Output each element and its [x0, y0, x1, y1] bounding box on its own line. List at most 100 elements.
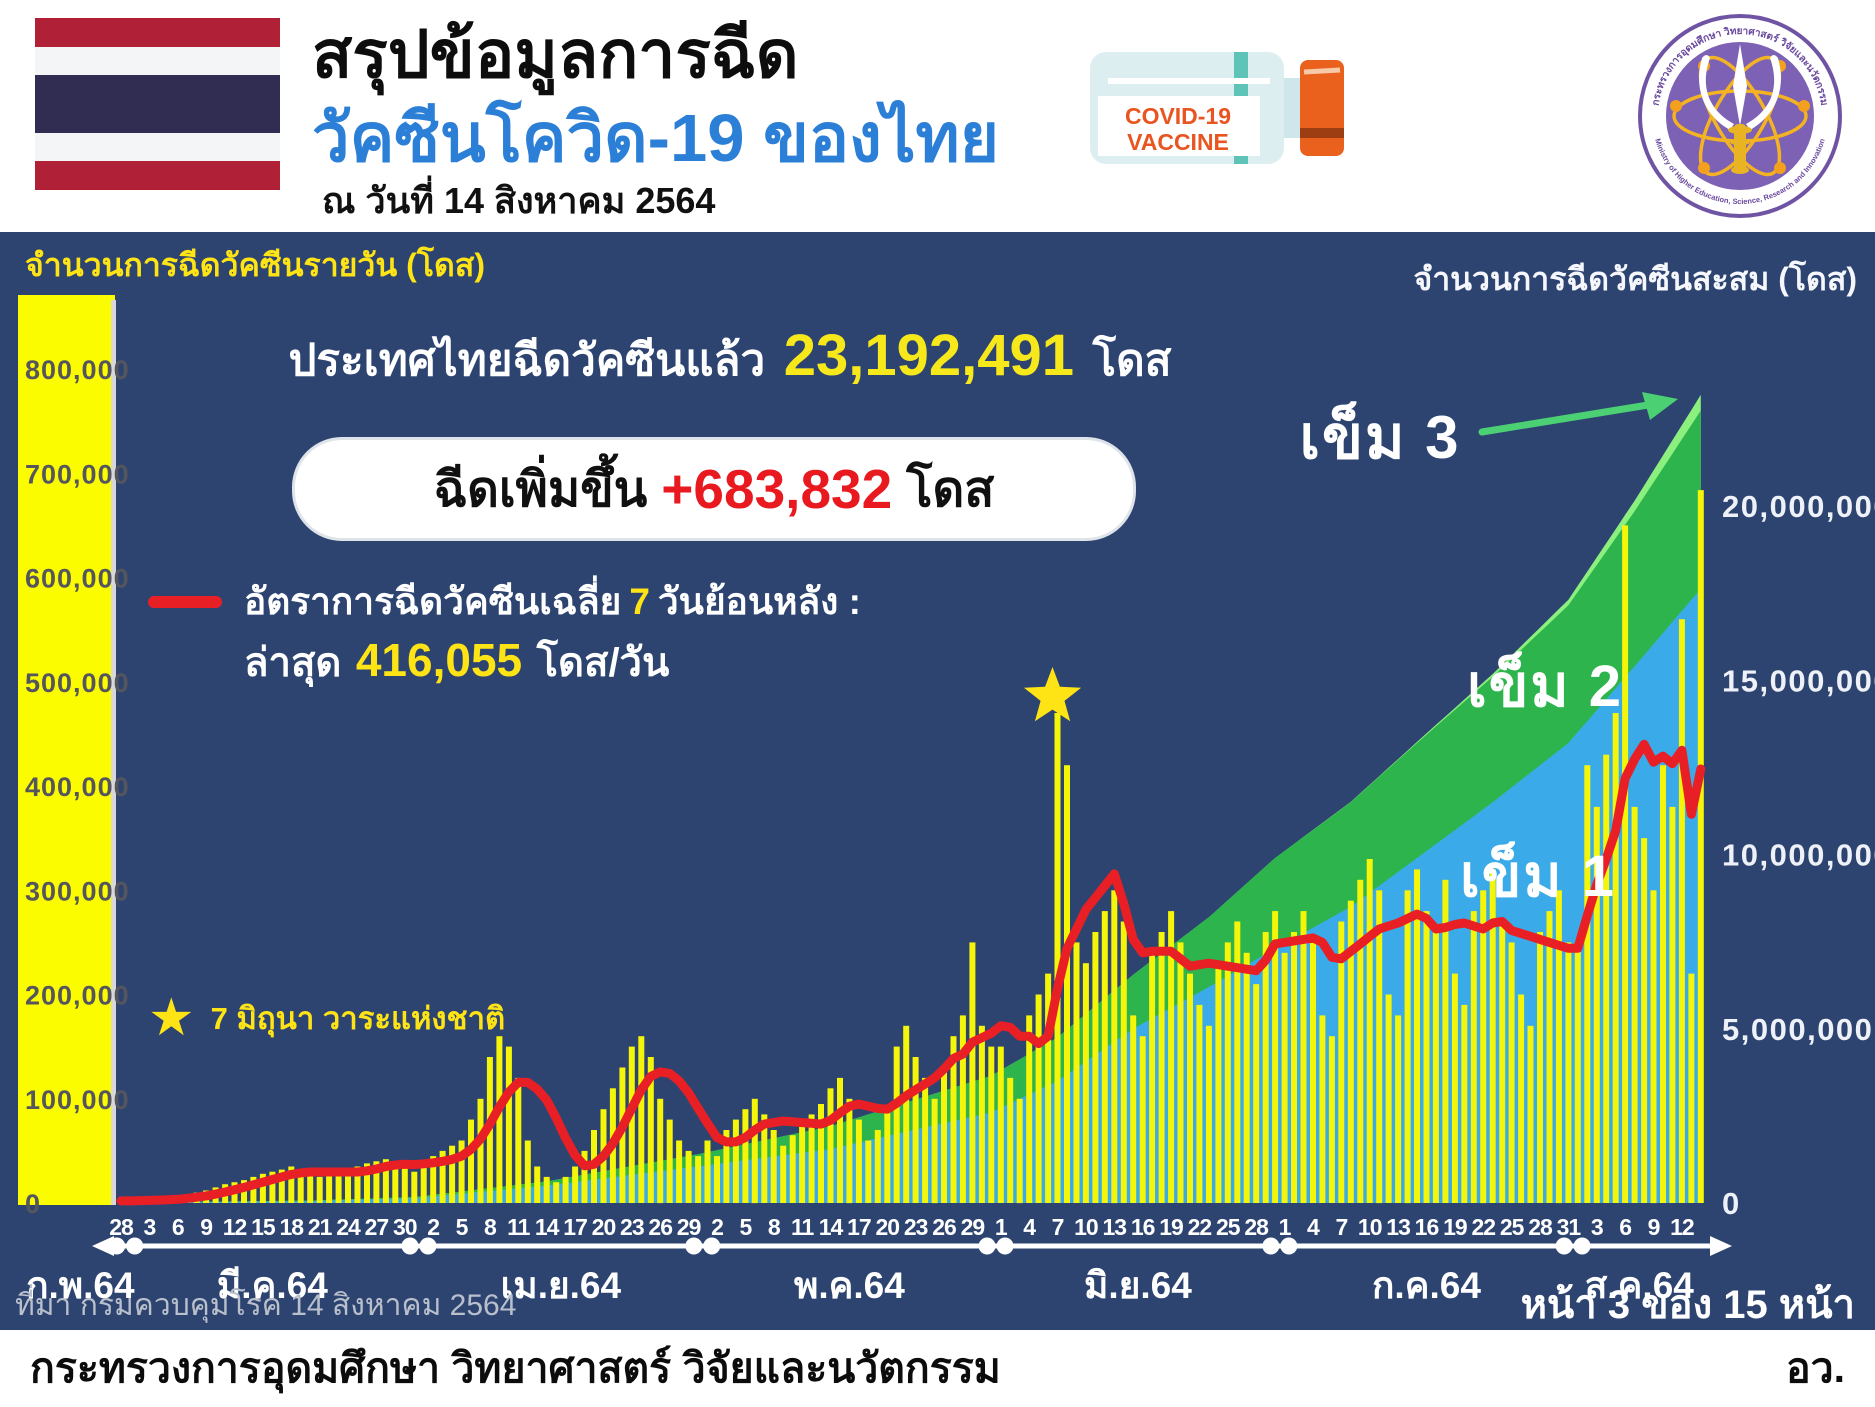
daily-bar [1518, 994, 1525, 1203]
daily-bar [837, 1077, 843, 1203]
x-tick-label: 9 [200, 1214, 212, 1240]
daily-bar [1196, 1004, 1203, 1203]
star-marker-icon [1024, 667, 1082, 722]
x-month-label: พ.ค.64 [794, 1265, 905, 1306]
daily-bar [269, 1171, 276, 1203]
x-tick-label: 23 [620, 1214, 644, 1240]
x-tick-label: 16 [1131, 1214, 1155, 1240]
avg-latest-value: 416,055 [355, 634, 523, 686]
daily-bar [1631, 806, 1638, 1203]
daily-bar [1149, 952, 1156, 1203]
daily-bar [1177, 942, 1184, 1203]
star-icon: ★ [148, 989, 195, 1047]
daily-bar [1082, 963, 1089, 1203]
x-tick-label: 5 [739, 1214, 752, 1240]
daily-bar [1442, 879, 1449, 1203]
left-axis-tick: 100,000 [25, 1085, 130, 1115]
daily-bar [1347, 900, 1354, 1203]
daily-bar [1432, 932, 1439, 1203]
dose3-arrow [1478, 401, 1652, 436]
daily-bar [1366, 859, 1373, 1203]
x-tick-label: 16 [1415, 1214, 1439, 1240]
daily-bar [780, 1145, 787, 1203]
daily-bar [676, 1140, 683, 1203]
x-tick-label: 6 [1619, 1214, 1631, 1240]
daily-bar [477, 1098, 484, 1204]
month-boundary-dot [996, 1237, 1014, 1255]
daily-bar [997, 1046, 1004, 1203]
daily-bar [1139, 1036, 1146, 1203]
x-tick-label: 15 [251, 1214, 276, 1240]
daily-bar [1508, 942, 1515, 1203]
daily-bar [449, 1145, 456, 1203]
daily-bar [496, 1036, 503, 1203]
daily-bar [562, 1176, 569, 1203]
daily-bar [704, 1140, 711, 1203]
month-boundary-dot [126, 1237, 144, 1255]
ministry-logo-icon: กระทรวงการอุดมศึกษา วิทยาศาสตร์ วิจัยและ… [1638, 14, 1842, 218]
x-tick-label: 28 [1528, 1214, 1553, 1240]
daily-bar [1054, 713, 1061, 1203]
x-tick-label: 4 [1307, 1214, 1320, 1240]
left-axis-tick: 700,000 [25, 459, 130, 489]
daily-bar [401, 1166, 408, 1203]
daily-bar [732, 1119, 739, 1203]
daily-bar [1253, 984, 1260, 1203]
x-tick-label: 29 [677, 1214, 701, 1240]
month-boundary-dot [978, 1237, 996, 1255]
page-title-line1: สรุปข้อมูลการฉีด [312, 17, 799, 91]
increase-value: +683,832 [661, 458, 893, 520]
daily-bar [1385, 994, 1392, 1203]
daily-bar [761, 1114, 768, 1203]
x-tick-label: 22 [1188, 1214, 1212, 1240]
daily-bar [316, 1176, 323, 1203]
x-tick-label: 13 [1386, 1214, 1410, 1240]
daily-bar [1045, 973, 1052, 1203]
daily-increase-pill: ฉีดเพิ่มขึ้น +683,832 โดส [292, 437, 1136, 541]
ministry-abbr: อว. [1785, 1345, 1845, 1391]
left-axis-tick: 800,000 [25, 355, 130, 385]
x-tick-label: 24 [336, 1214, 361, 1240]
daily-bar [1158, 932, 1165, 1203]
daily-bar [458, 1140, 465, 1203]
month-boundary-dot [1573, 1237, 1591, 1255]
daily-bar [808, 1114, 815, 1203]
daily-bar [770, 1130, 777, 1203]
x-tick-label: 10 [1358, 1214, 1382, 1240]
avg-legend-days: 7 [629, 580, 650, 622]
daily-bar [1168, 911, 1175, 1203]
x-tick-label: 31 [1557, 1214, 1582, 1240]
daily-bar [751, 1098, 758, 1204]
left-axis-tick: 200,000 [25, 981, 130, 1011]
daily-bar [524, 1140, 531, 1203]
daily-bar [1281, 952, 1288, 1203]
daily-bar [903, 1025, 910, 1203]
daily-bar [666, 1119, 673, 1203]
month-boundary-dot [108, 1237, 126, 1255]
daily-bar [1565, 942, 1572, 1203]
x-tick-label: 5 [456, 1214, 469, 1240]
thailand-flag-icon [35, 18, 280, 191]
daily-bar [874, 1130, 881, 1203]
daily-bar [420, 1161, 427, 1203]
daily-bar [1130, 1015, 1137, 1203]
x-tick-label: 26 [648, 1214, 672, 1240]
page-header: สรุปข้อมูลการฉีด วัคซีนโควิด-19 ของไทย ณ… [0, 0, 1875, 232]
x-month-label: มี.ค.64 [217, 1265, 328, 1306]
daily-bar [1007, 1077, 1014, 1203]
daily-bar [950, 1036, 957, 1203]
daily-bar [297, 1171, 304, 1203]
x-month-label: ส.ค.64 [1585, 1265, 1694, 1306]
daily-bar [1574, 942, 1581, 1203]
x-tick-label: 22 [1471, 1214, 1495, 1240]
avg-latest-unit: โดส/วัน [536, 641, 670, 685]
daily-bar [1584, 765, 1591, 1203]
increase-unit: โดส [906, 463, 995, 517]
daily-bar [1414, 869, 1420, 1203]
right-axis-tick: 20,000,000 [1722, 489, 1875, 524]
total-doses-headline: ประเทศไทยฉีดวัคซีนแล้ว 23,192,491 โดส [255, 322, 1205, 395]
x-tick-label: 4 [1023, 1214, 1036, 1240]
daily-bar [941, 1067, 947, 1203]
x-tick-label: 17 [563, 1214, 587, 1240]
